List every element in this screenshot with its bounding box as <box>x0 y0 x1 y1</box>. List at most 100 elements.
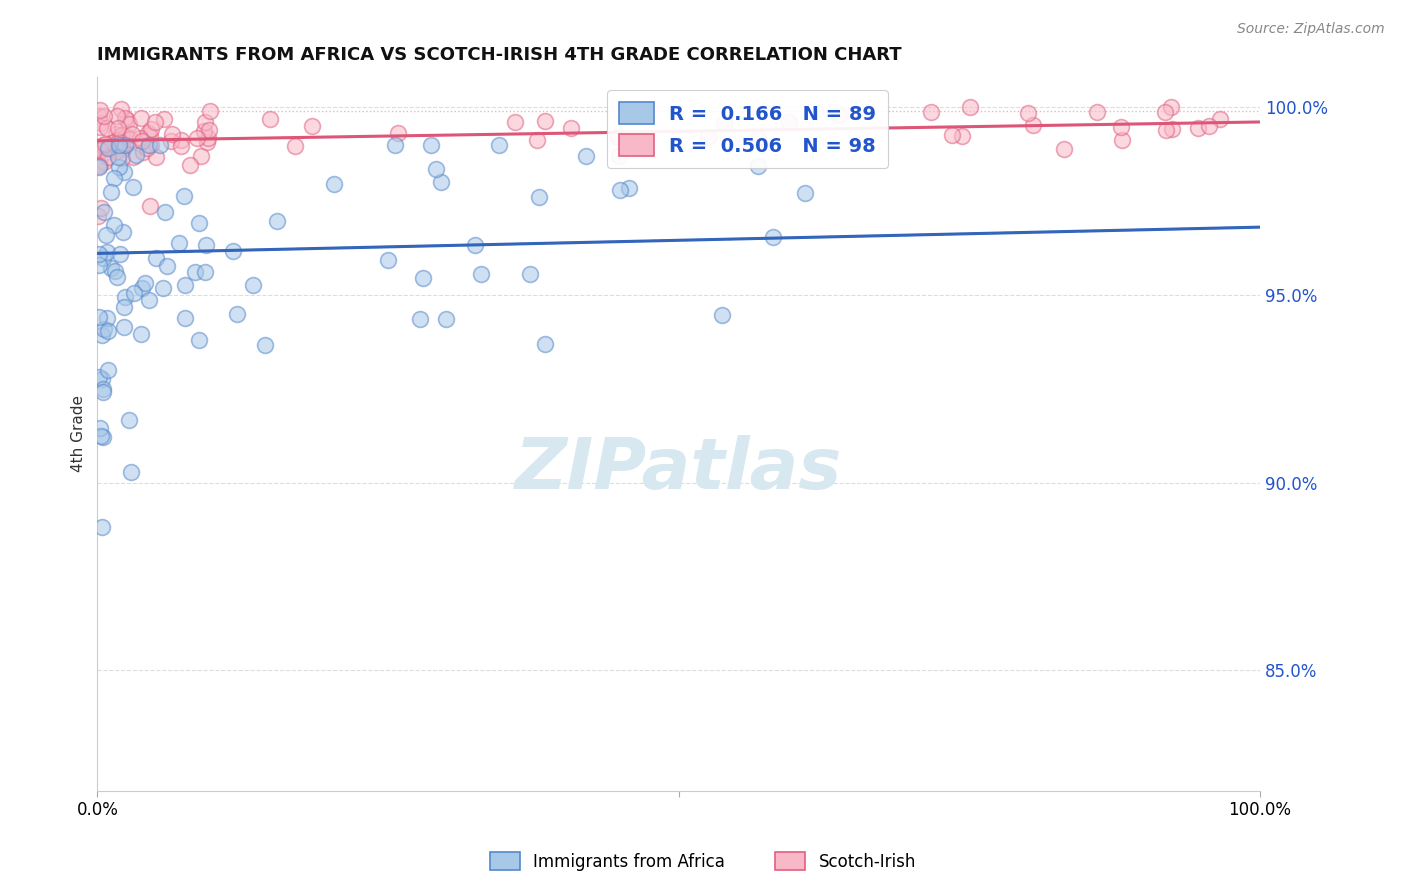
Point <box>1109 120 1132 135</box>
Point <box>145 150 167 164</box>
Point <box>139 199 162 213</box>
Point <box>534 114 557 128</box>
Point <box>1154 105 1177 120</box>
Point <box>136 126 159 140</box>
Point <box>87 209 110 223</box>
Point <box>111 151 134 165</box>
Point <box>419 137 441 152</box>
Point <box>747 159 769 173</box>
Point <box>1085 105 1108 120</box>
Point <box>710 308 733 322</box>
Point <box>87 161 110 175</box>
Point <box>187 333 209 347</box>
Point <box>198 104 221 119</box>
Point <box>89 157 111 171</box>
Point <box>159 134 181 148</box>
Point <box>143 115 166 129</box>
Point <box>1198 120 1220 134</box>
Point <box>167 236 190 251</box>
Point <box>519 267 541 281</box>
Point <box>129 327 152 342</box>
Point <box>89 110 111 124</box>
Point <box>156 259 179 273</box>
Point <box>100 185 122 199</box>
Point <box>104 144 127 158</box>
Point <box>253 337 276 351</box>
Point <box>762 230 785 244</box>
Point <box>115 129 138 144</box>
Point <box>527 190 550 204</box>
Point <box>408 312 430 326</box>
Point <box>412 271 434 285</box>
Point <box>108 133 131 147</box>
Point <box>827 108 849 122</box>
Point <box>633 134 655 148</box>
Point <box>503 115 526 129</box>
Point <box>488 137 510 152</box>
Point <box>110 102 132 116</box>
Point <box>1187 121 1209 136</box>
Point <box>107 150 129 164</box>
Point <box>607 130 630 145</box>
Point <box>1160 122 1182 136</box>
Point <box>105 127 128 141</box>
Point <box>91 327 114 342</box>
Point <box>111 128 134 143</box>
Text: Source: ZipAtlas.com: Source: ZipAtlas.com <box>1237 22 1385 37</box>
Point <box>1160 100 1182 114</box>
Point <box>93 154 115 169</box>
Point <box>139 122 162 136</box>
Point <box>121 128 143 142</box>
Point <box>91 372 114 386</box>
Point <box>122 180 145 194</box>
Point <box>607 149 630 163</box>
Point <box>950 128 973 143</box>
Point <box>242 277 264 292</box>
Point <box>194 115 217 129</box>
Point <box>377 253 399 268</box>
Point <box>118 413 141 427</box>
Point <box>97 150 120 164</box>
Point <box>1208 112 1230 127</box>
Point <box>96 145 118 160</box>
Point <box>91 137 114 152</box>
Point <box>89 120 111 134</box>
Point <box>1111 133 1133 147</box>
Point <box>117 112 139 127</box>
Point <box>464 237 486 252</box>
Point <box>179 159 201 173</box>
Point <box>91 382 114 396</box>
Point <box>186 131 208 145</box>
Text: ZIPatlas: ZIPatlas <box>515 435 842 504</box>
Point <box>90 429 112 443</box>
Point <box>90 116 112 130</box>
Point <box>575 149 598 163</box>
Point <box>100 260 122 275</box>
Point <box>103 218 125 232</box>
Point <box>97 363 120 377</box>
Point <box>747 131 769 145</box>
Point <box>149 137 172 152</box>
Point <box>107 121 129 136</box>
Point <box>173 278 195 293</box>
Point <box>110 132 132 146</box>
Point <box>120 465 142 479</box>
Point <box>89 421 111 435</box>
Point <box>97 324 120 338</box>
Point <box>89 159 111 173</box>
Legend: Immigrants from Africa, Scotch-Irish: Immigrants from Africa, Scotch-Irish <box>482 844 924 880</box>
Point <box>778 115 800 129</box>
Point <box>429 175 451 189</box>
Point <box>470 267 492 281</box>
Point <box>97 141 120 155</box>
Point <box>90 520 112 534</box>
Point <box>941 128 963 142</box>
Point <box>533 337 555 351</box>
Point <box>89 144 111 158</box>
Point <box>134 276 156 290</box>
Point <box>153 112 176 127</box>
Point <box>173 189 195 203</box>
Point <box>118 117 141 131</box>
Point <box>129 131 152 145</box>
Point <box>145 252 167 266</box>
